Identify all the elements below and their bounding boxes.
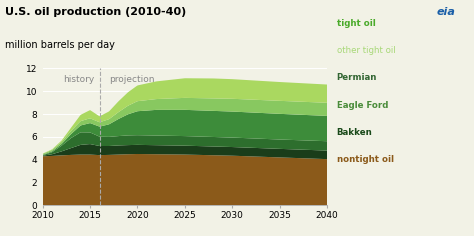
Text: eia: eia [436, 7, 455, 17]
Text: tight oil: tight oil [337, 19, 375, 28]
Text: Eagle Ford: Eagle Ford [337, 101, 388, 110]
Text: Bakken: Bakken [337, 128, 372, 137]
Text: U.S. oil production (2010-40): U.S. oil production (2010-40) [5, 7, 186, 17]
Text: history: history [63, 75, 94, 84]
Text: nontight oil: nontight oil [337, 155, 393, 164]
Text: Permian: Permian [337, 73, 377, 82]
Text: million barrels per day: million barrels per day [5, 40, 115, 50]
Text: projection: projection [109, 75, 155, 84]
Text: other tight oil: other tight oil [337, 46, 395, 55]
